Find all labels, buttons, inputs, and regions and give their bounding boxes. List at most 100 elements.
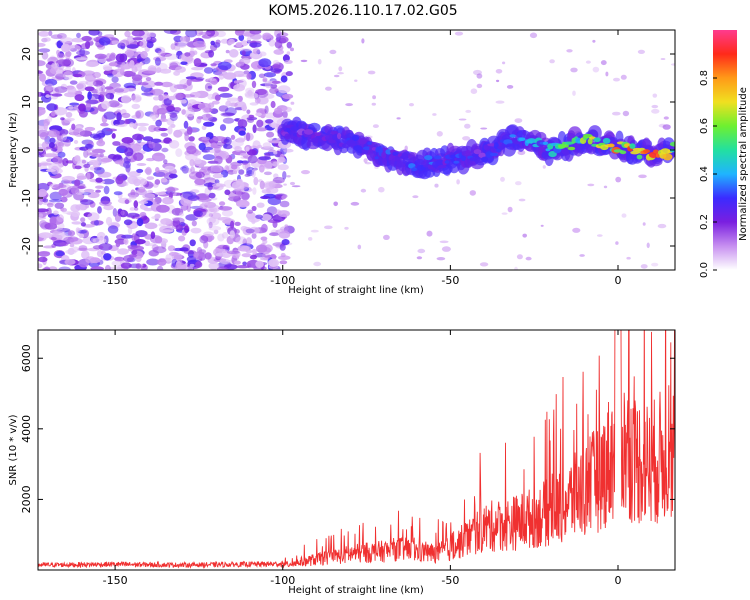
heatmap-noise-blob <box>640 264 648 269</box>
heatmap-noise-blob <box>127 171 141 177</box>
heatmap-noise-blob <box>85 80 97 86</box>
heatmap-noise-blob <box>260 214 272 221</box>
signal-track-core <box>469 157 477 162</box>
heatmap-noise-blob <box>231 139 244 147</box>
heatmap-noise-blob <box>500 176 505 182</box>
heatmap-noise-blob <box>128 254 137 258</box>
heatmap-noise-blob <box>173 107 182 112</box>
heatmap-noise-blob <box>200 211 214 218</box>
heatmap-noise-blob <box>80 222 86 227</box>
heatmap-noise-blob <box>92 237 107 244</box>
heatmap-noise-blob <box>261 223 268 233</box>
heatmap-noise-blob <box>56 214 64 223</box>
heatmap-noise-blob <box>124 87 136 92</box>
heatmap-noise-blob <box>215 252 226 257</box>
signal-track-core <box>358 138 367 145</box>
heatmap-noise-blob <box>150 111 158 116</box>
heatmap-noise-blob <box>277 210 290 218</box>
heatmap-noise-blob <box>62 210 74 215</box>
signal-track-core <box>304 129 314 135</box>
heatmap-noise-blob <box>126 44 139 49</box>
heatmap-noise-blob <box>184 132 190 142</box>
signal-track-core <box>602 137 611 144</box>
heatmap-noise-blob <box>139 40 148 48</box>
heatmap-noise-blob <box>51 93 63 97</box>
heatmap-noise-blob <box>235 236 247 244</box>
heatmap-noise-blob <box>651 108 660 114</box>
heatmap-noise-blob <box>245 228 255 234</box>
x-tick-label: -150 <box>103 274 128 287</box>
signal-track-core <box>607 143 615 148</box>
heatmap-noise-blob <box>74 179 81 187</box>
heatmap-noise-blob <box>131 103 141 110</box>
heatmap-noise-blob <box>121 112 131 119</box>
snr-frame <box>37 329 676 571</box>
heatmap-noise-blob <box>238 34 245 41</box>
heatmap-noise-blob <box>83 163 91 168</box>
heatmap-noise-blob <box>60 207 67 213</box>
heatmap-noise-blob <box>245 132 251 142</box>
heatmap-noise-blob <box>181 165 189 174</box>
signal-track-core <box>325 134 335 142</box>
heatmap-noise-blob <box>218 105 229 112</box>
heatmap-noise-blob <box>162 95 168 100</box>
heatmap-noise-blob <box>663 116 669 120</box>
heatmap-noise-blob <box>76 175 87 180</box>
heatmap-noise-blob <box>300 59 308 63</box>
heatmap-noise-blob <box>131 233 137 242</box>
signal-track-core <box>460 154 466 162</box>
heatmap-noise-blob <box>93 167 102 171</box>
heatmap-noise-blob <box>238 48 252 52</box>
heatmap-noise-blob <box>131 30 145 37</box>
heatmap-noise-blob <box>203 121 215 127</box>
heatmap-noise-blob <box>480 127 488 130</box>
heatmap-noise-blob <box>110 221 119 226</box>
heatmap-noise-blob <box>67 230 76 237</box>
heatmap-noise-blob <box>268 39 276 47</box>
heatmap-noise-blob <box>234 221 241 226</box>
heatmap-noise-blob <box>105 216 113 226</box>
heatmap-noise-blob <box>38 31 50 37</box>
heatmap-noise-blob <box>107 73 114 78</box>
signal-track-core <box>435 159 445 167</box>
heatmap-noise-blob <box>187 260 198 264</box>
heatmap-noise-blob <box>184 52 191 57</box>
heatmap-noise-blob <box>161 147 169 153</box>
heatmap-noise-blob <box>77 185 87 190</box>
colorbar-tick-label: 0.4 <box>699 166 710 182</box>
heatmap-noise-blob <box>195 261 203 268</box>
signal-track-core <box>593 137 601 142</box>
heatmap-noise-blob <box>361 38 365 44</box>
heatmap-noise-blob <box>85 102 92 111</box>
signal-track-core <box>489 152 499 157</box>
y-tick-label: 6000 <box>20 344 33 372</box>
heatmap-noise-blob <box>201 113 214 121</box>
heatmap-noise-blob <box>259 180 265 190</box>
heatmap-noise-blob <box>233 229 240 234</box>
heatmap-noise-blob <box>48 199 63 203</box>
heatmap-noise-blob <box>350 201 360 206</box>
heatmap-noise-blob <box>203 231 214 237</box>
heatmap-noise-blob <box>107 100 120 108</box>
heatmap-noise-blob <box>412 195 419 199</box>
heatmap-noise-blob <box>38 42 46 47</box>
heatmap-noise-blob <box>151 216 161 220</box>
heatmap-noise-blob <box>357 244 362 250</box>
heatmap-noise-blob <box>69 102 80 106</box>
heatmap-noise-blob <box>146 32 157 38</box>
heatmap-noise-blob <box>110 40 121 45</box>
signal-track-core <box>473 149 482 155</box>
heatmap-noise-blob <box>170 43 176 50</box>
heatmap-noise-blob <box>50 110 56 117</box>
heatmap-noise-blob <box>78 233 85 238</box>
heatmap-noise-blob <box>118 209 128 218</box>
heatmap-noise-blob <box>313 261 322 267</box>
heatmap-noise-blob <box>50 148 58 152</box>
colorbar: 0.0 0.2 0.4 0.6 0.8 Normalized spectral ampl… <box>699 30 749 278</box>
heatmap-noise-blob <box>38 208 49 213</box>
heatmap-noise-blob <box>146 41 154 49</box>
heatmap-noise-blob <box>54 86 68 93</box>
heatmap-noise-blob <box>201 125 207 131</box>
heatmap-noise-blob <box>280 252 286 258</box>
